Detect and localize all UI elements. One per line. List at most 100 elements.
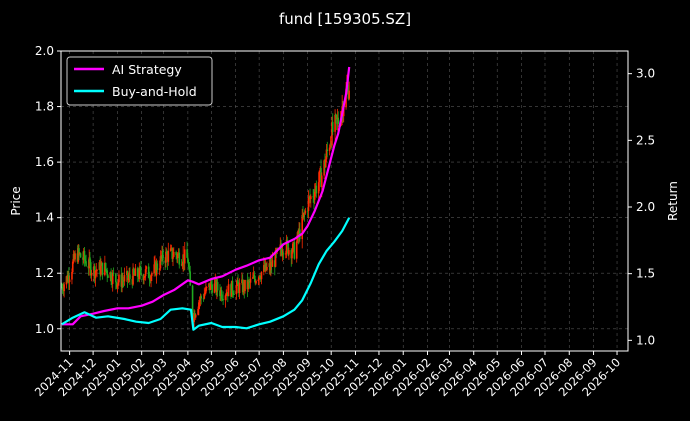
candle-body [221,298,224,300]
candle-body [291,252,293,259]
candle-body [255,280,257,284]
candle-body [198,300,201,303]
candle-body [126,271,129,280]
candle-body [220,290,223,299]
candle-body [68,275,70,283]
candle-body [145,266,148,270]
candle-body [331,121,334,132]
y-axis-label: Price [9,186,23,215]
candle-body [106,270,109,276]
candle-body [71,261,74,273]
candle-body [123,275,126,282]
candle-body [292,243,294,253]
candle-body [285,239,288,254]
candle-body [176,253,179,259]
legend-label-buy-and-hold: Buy-and-Hold [112,84,197,99]
candle-body [260,271,263,280]
candle-body [68,279,71,283]
candle-body [257,279,260,281]
candle-body [116,284,119,288]
candle-body [253,274,256,279]
candle-body [112,272,115,274]
candle-body [224,295,227,301]
candle-body [117,282,119,285]
candle-body [129,274,131,280]
candle-body [209,281,212,290]
candle-body [79,253,82,258]
chart-title: fund [159305.SZ] [279,10,411,28]
ai-strategy-line [61,66,351,326]
candle-body [96,269,98,271]
candle-body [284,253,287,255]
candle-body [139,267,141,269]
candle-body [204,292,206,295]
candle-body [133,268,135,274]
candle-body [143,276,146,278]
candle-body [295,241,298,259]
candle-body [205,287,207,293]
candle-body [232,292,235,295]
candle-body [189,271,192,286]
candle-body [200,296,202,299]
y-tick-label: 1.2 [35,266,54,280]
candle-body [310,196,312,200]
candle-body [186,249,188,258]
candle-body [249,278,252,283]
candle-body [84,259,87,262]
candle-body [140,268,142,275]
candle-body [148,277,151,280]
candle-body [259,275,261,279]
candle-body [138,267,141,279]
candle-body [329,143,332,148]
candle-body [324,159,327,168]
candle-body [89,257,91,263]
candle-body [266,266,268,270]
candle-body [337,117,340,125]
candle-body [88,257,90,269]
candle-body [225,295,228,296]
candle-body [235,286,238,295]
candle-body [156,263,159,270]
candle-body [153,264,155,274]
candle-body [328,147,331,152]
candle-body [306,210,309,212]
candle-body [136,268,139,277]
candle-body [115,273,117,283]
candle-body [334,114,336,132]
y2-tick-label: 3.0 [636,67,655,81]
candle-body [169,248,172,251]
candle-body [265,263,267,270]
candle-body [313,191,316,200]
candle-body [317,182,320,194]
candle-body [238,282,241,294]
y-tick-label: 1.0 [35,322,54,336]
candle-body [233,294,235,295]
candle-body [158,268,161,270]
candle-body [144,269,147,277]
candle-body [247,281,249,290]
candle-body [132,268,134,285]
plot-frame [60,50,629,352]
candle-body [63,284,65,292]
y2-axis-ticks: 1.0 1.5 2.0 2.5 3.0 [628,67,655,347]
legend-label-ai-strategy: AI Strategy [112,62,182,77]
candle-body [89,262,92,276]
candle-body [121,280,123,287]
candle-body [187,262,190,267]
candle-body [111,272,114,284]
candle-body [222,299,224,301]
candle-body [203,294,206,299]
candle-body [159,256,162,269]
candle-body [107,275,109,278]
candle-body [287,242,289,255]
line-series [61,66,351,331]
candle-body [178,252,181,265]
candle-body [165,251,168,254]
candle-body [172,256,174,259]
y2-tick-label: 2.5 [636,133,655,147]
candle-body [348,90,350,99]
candle-body [326,149,329,152]
candle-body [301,214,304,240]
y-tick-label: 2.0 [35,44,54,58]
